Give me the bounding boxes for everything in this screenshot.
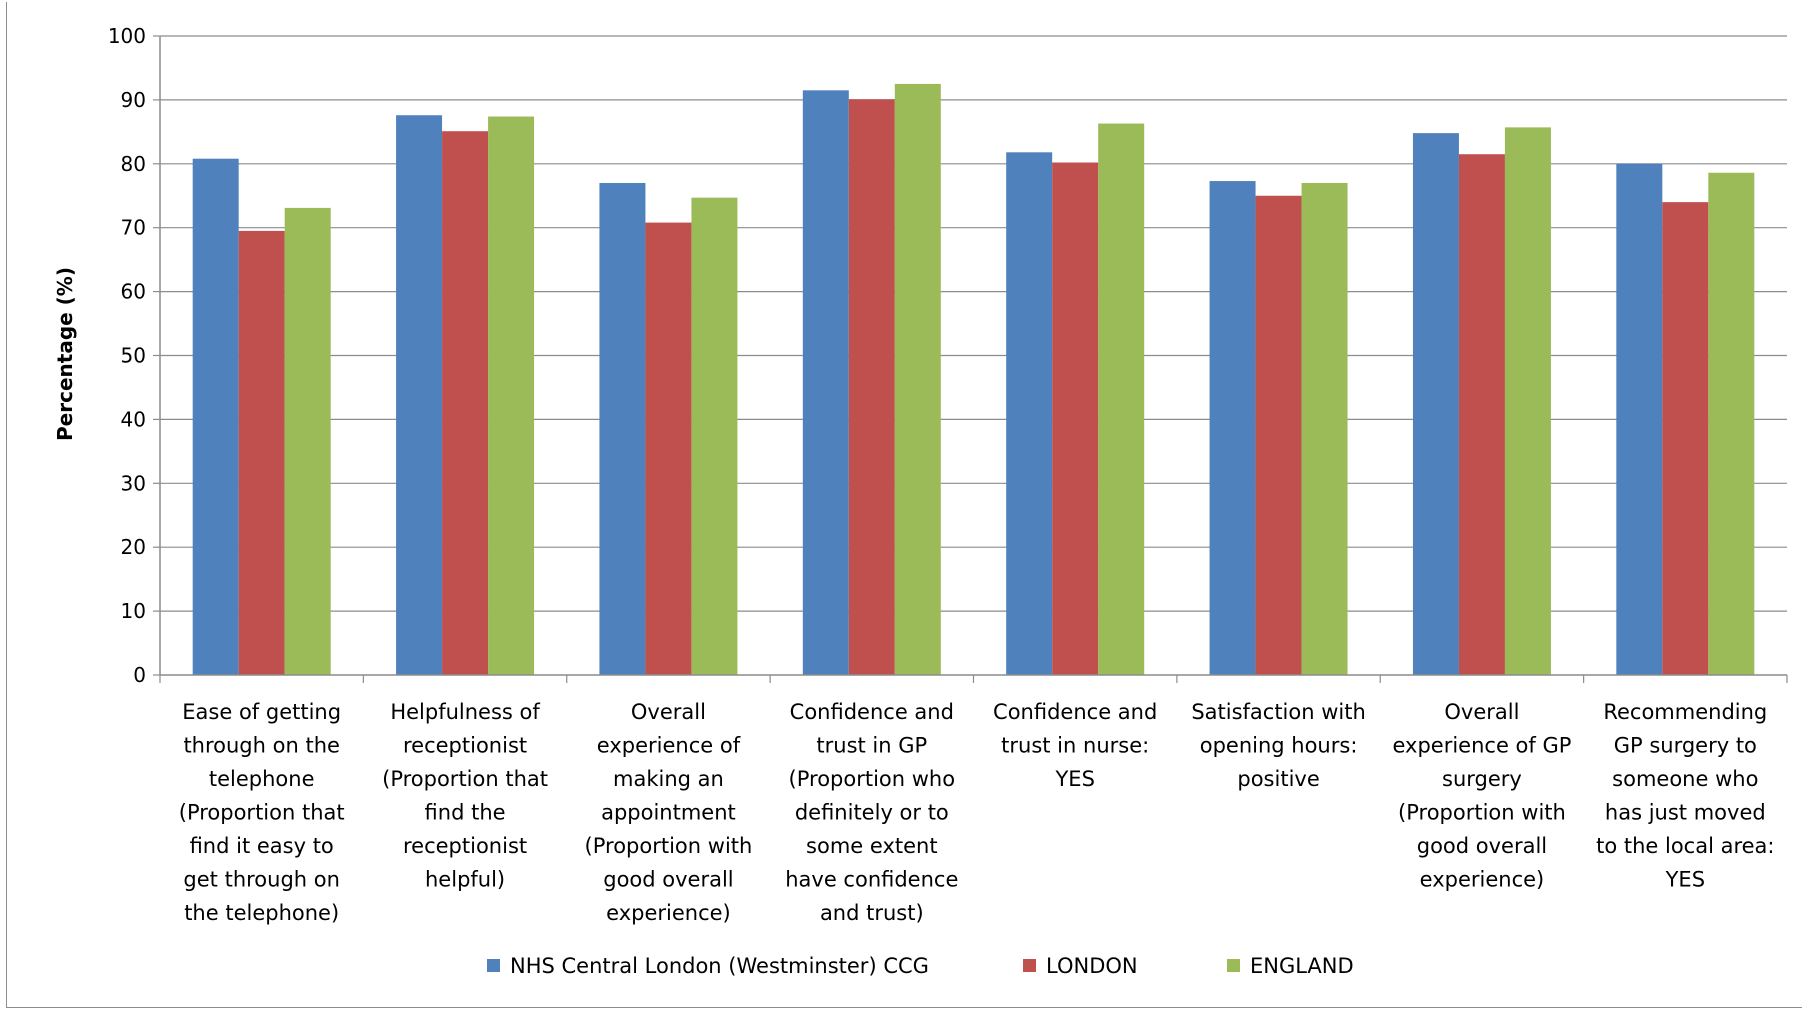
x-tick-label: Satisfaction with	[1191, 700, 1365, 724]
bar	[442, 131, 489, 675]
x-tick-label: to the local area:	[1596, 834, 1774, 858]
x-tick-label: Overall	[631, 700, 706, 724]
x-tick-label: experience of GP	[1392, 734, 1571, 758]
bar	[238, 230, 285, 675]
x-tick-label: Helpfulness of	[390, 700, 540, 724]
y-tick-label: 10	[121, 599, 146, 623]
y-tick-label: 50	[121, 344, 146, 368]
bar	[1098, 123, 1145, 676]
y-tick-label: 40	[121, 407, 146, 431]
y-tick-label: 60	[121, 280, 146, 304]
x-tick-label: good overall	[603, 868, 733, 892]
bar	[1616, 163, 1663, 676]
legend-label: ENGLAND	[1250, 954, 1354, 978]
legend: NHS Central London (Westminster) CCG LOND…	[487, 954, 1354, 978]
legend-swatch	[1227, 959, 1240, 972]
x-tick-label: through on the	[183, 734, 340, 758]
y-tick-label: 80	[121, 152, 146, 176]
x-tick-label: GP surgery to	[1614, 734, 1757, 758]
x-tick-label: trust in nurse:	[1001, 734, 1149, 758]
x-tick-label: YES	[1054, 767, 1094, 791]
bar	[488, 116, 535, 676]
x-tick-label: making an	[613, 767, 724, 791]
legend-label: NHS Central London (Westminster) CCG	[510, 954, 929, 978]
x-tick-label: receptionist	[403, 834, 527, 858]
bar	[1052, 162, 1099, 676]
bar	[691, 197, 738, 676]
y-axis-label: Percentage (%)	[53, 267, 77, 441]
x-tick-label: have confidence	[785, 868, 958, 892]
x-tick-label: good overall	[1417, 834, 1547, 858]
bar	[802, 90, 849, 675]
x-tick-label: receptionist	[403, 734, 527, 758]
y-tick-label: 20	[121, 535, 146, 559]
x-tick-label: Overall	[1444, 700, 1519, 724]
bar	[1662, 202, 1709, 675]
x-tick-label: (Proportion that	[179, 801, 345, 825]
bar	[645, 222, 692, 675]
bar	[1708, 172, 1755, 675]
bars	[192, 83, 1755, 676]
bar	[1006, 152, 1053, 676]
legend-label: LONDON	[1046, 954, 1138, 978]
legend-swatch	[1023, 959, 1036, 972]
x-tick-label: (Proportion that	[382, 767, 548, 791]
x-tick-label: telephone	[209, 767, 315, 791]
bar	[1255, 195, 1302, 675]
x-tick-label: someone who	[1612, 767, 1758, 791]
x-tick-label: definitely or to	[795, 801, 949, 825]
bar	[284, 207, 331, 676]
x-tick-label: Confidence and	[993, 700, 1157, 724]
y-tick-label: 70	[121, 216, 146, 240]
x-tick-label: trust in GP	[816, 734, 927, 758]
legend-swatch	[487, 959, 500, 972]
y-tick-label: 100	[108, 24, 146, 48]
axes	[153, 35, 1788, 683]
x-tick-label: find the	[425, 801, 506, 825]
y-tick-label: 0	[133, 663, 146, 687]
bar	[1458, 154, 1505, 676]
x-tick-label: Ease of getting	[182, 700, 341, 724]
x-tick-label: YES	[1665, 868, 1705, 892]
chart-frame	[6, 2, 1802, 1008]
x-tick-label: some extent	[806, 834, 938, 858]
y-tick-label: 30	[121, 471, 146, 495]
bar	[1301, 182, 1348, 675]
x-tick-label: has just moved	[1605, 801, 1766, 825]
y-tick-label: 90	[121, 88, 146, 112]
x-tick-label: Recommending	[1603, 700, 1767, 724]
x-tick-label: Confidence and	[790, 700, 954, 724]
x-tick-label: helpful)	[425, 868, 505, 892]
x-tick-labels: Ease of getting through on the telephone (P…	[179, 700, 1775, 925]
x-tick-label: positive	[1237, 767, 1319, 791]
x-tick-label: the telephone)	[184, 901, 339, 925]
bar	[848, 99, 895, 676]
x-tick-label: experience)	[1420, 868, 1545, 892]
x-tick-label: opening hours:	[1200, 734, 1358, 758]
y-tick-labels: 0 10 20 30 40 50 60 70 80 90 100	[108, 24, 146, 687]
x-tick-label: (Proportion with	[585, 834, 753, 858]
x-tick-label: and trust)	[820, 901, 924, 925]
bar	[192, 158, 239, 676]
bar	[1412, 133, 1459, 676]
x-tick-label: experience)	[606, 901, 731, 925]
bar	[1209, 181, 1256, 676]
bar	[1504, 127, 1551, 675]
bar	[894, 83, 941, 676]
x-tick-label: experience of	[597, 734, 741, 758]
x-tick-label: (Proportion with	[1398, 801, 1566, 825]
bar	[396, 115, 443, 675]
x-tick-label: find it easy to	[190, 834, 334, 858]
x-tick-label: appointment	[601, 801, 736, 825]
x-tick-label: (Proportion who	[789, 767, 956, 791]
x-tick-label: surgery	[1442, 767, 1522, 791]
bar	[599, 182, 646, 675]
x-tick-label: get through on	[183, 868, 340, 892]
